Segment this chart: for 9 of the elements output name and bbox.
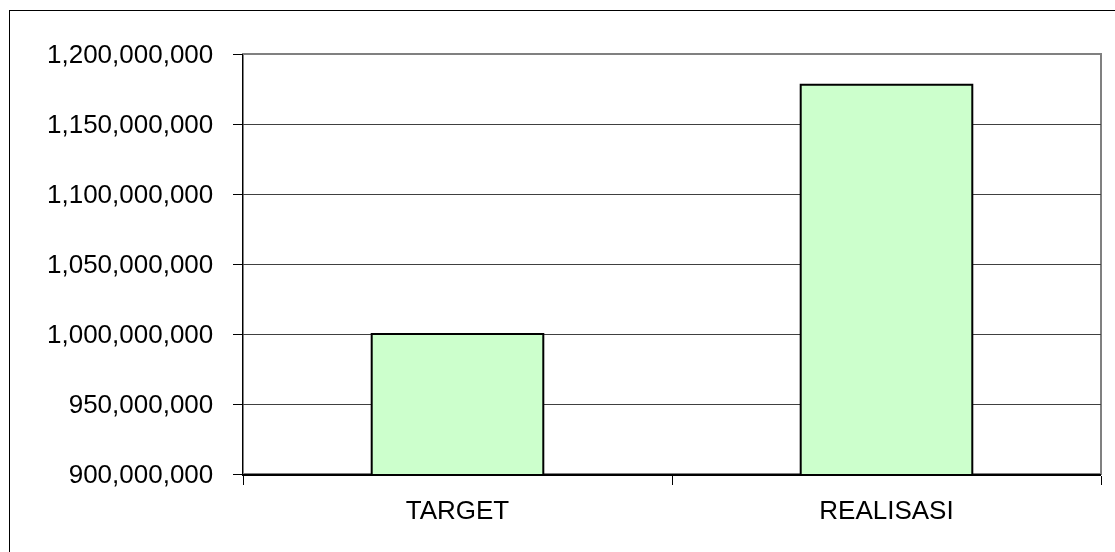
y-tick-label: 900,000,000 <box>68 459 214 490</box>
y-tick-label: 1,200,000,000 <box>47 39 214 70</box>
y-tick-label: 1,050,000,000 <box>47 249 214 280</box>
y-tick-label: 950,000,000 <box>68 389 214 420</box>
x-tick-label: REALISASI <box>819 494 954 525</box>
y-tick-label: 1,100,000,000 <box>47 179 214 210</box>
y-tick-label: 1,150,000,000 <box>47 109 214 140</box>
x-tick-label: TARGET <box>405 494 510 525</box>
y-tick-label: 1,000,000,000 <box>47 319 214 350</box>
